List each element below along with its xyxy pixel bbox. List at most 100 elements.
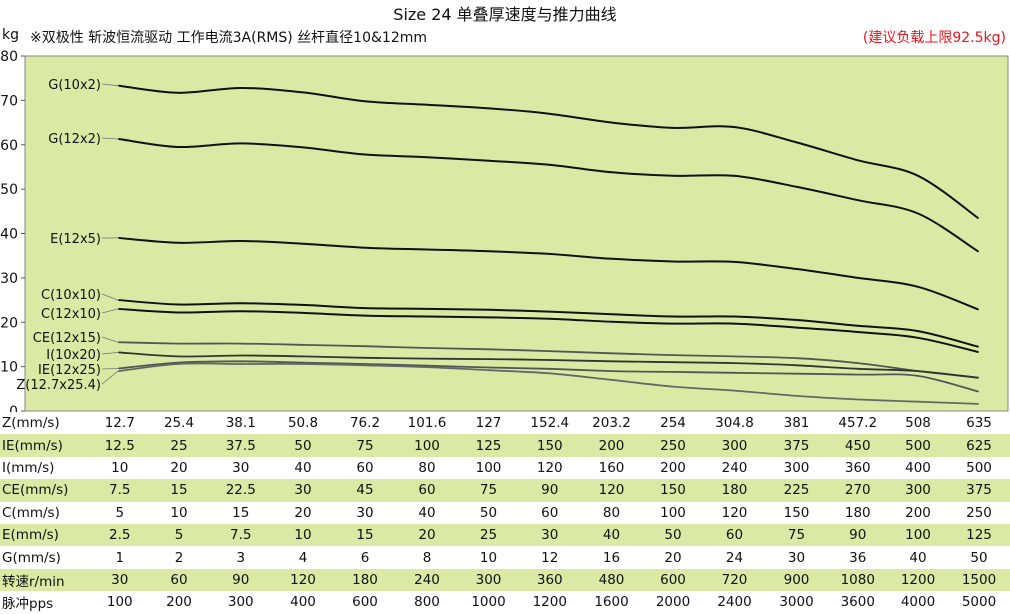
series-point — [796, 395, 798, 397]
series-point — [611, 352, 613, 355]
series-point — [611, 313, 613, 316]
series-point — [672, 127, 674, 129]
series-point — [857, 362, 859, 364]
series-point — [796, 372, 798, 375]
table-cell: 90 — [209, 568, 272, 592]
series-point — [488, 366, 490, 369]
table-cell: 720 — [703, 568, 766, 592]
table-cell: 50 — [272, 434, 334, 457]
series-label: IE(12x25) — [38, 363, 101, 378]
series-point — [302, 361, 304, 364]
table-cell: 300 — [227, 594, 254, 611]
table-cell: 7.5 — [209, 523, 272, 547]
series-point — [796, 268, 798, 270]
table-cell: 101.6 — [407, 415, 447, 432]
table-cell: 360 — [844, 459, 871, 476]
series-point — [611, 257, 613, 260]
series-point — [611, 379, 613, 381]
series-point — [611, 360, 613, 363]
table-cell: 240 — [721, 459, 748, 476]
plot-area — [24, 55, 1009, 412]
table-cell: 500 — [888, 434, 948, 457]
y-tick-label: 70 — [0, 93, 18, 109]
y-tick-label: 50 — [0, 182, 18, 198]
table-cell: 75 — [458, 479, 519, 502]
table-cell: 40 — [909, 549, 927, 566]
table-cell: 12.5 — [91, 434, 149, 457]
table-cell: 25.4 — [163, 415, 195, 432]
load-limit-note: (建议负载上限92.5kg) — [862, 30, 1006, 46]
table-cell: 375 — [765, 434, 828, 457]
y-axis-unit: kg — [2, 27, 19, 43]
series-point — [977, 308, 979, 311]
row-label: E(mm/s) — [0, 523, 91, 547]
series-point — [733, 174, 735, 177]
table-cell: 254 — [660, 415, 686, 432]
table-cell: 360 — [519, 568, 581, 592]
table-cell: 25 — [458, 523, 519, 547]
table-cell: 200 — [660, 459, 686, 476]
series-point — [977, 403, 979, 405]
series-point — [302, 312, 304, 314]
series-point — [302, 146, 304, 149]
table-cell: 30 — [272, 479, 334, 502]
table-cell: 50 — [479, 504, 498, 521]
series-point — [733, 389, 735, 392]
thrust-speed-chart: 0 10 20 30 40 50 60 70 80 G(10x2) G(12x2) E(12x5) C(… — [0, 49, 1009, 412]
table-cell: 15 — [148, 479, 210, 502]
y-tick-label: 60 — [0, 138, 18, 154]
series-point — [857, 367, 859, 370]
table-cell: 37.5 — [209, 434, 272, 457]
series-point — [240, 87, 242, 89]
series-point — [672, 322, 674, 325]
series-point — [548, 163, 550, 166]
series-point — [302, 304, 304, 306]
series-point — [426, 308, 428, 310]
series-point — [548, 372, 550, 375]
series-leader-line — [101, 308, 119, 314]
series-point — [177, 342, 179, 345]
table-cell: 40 — [418, 504, 436, 521]
table-cell: 2 — [174, 549, 184, 566]
series-point — [118, 299, 120, 301]
table-cell: 20 — [664, 549, 682, 566]
series-point — [364, 364, 366, 367]
table-cell: 30 — [232, 459, 250, 476]
table-cell: 2.5 — [91, 523, 149, 547]
series-point — [177, 303, 179, 306]
y-tick-label: 30 — [0, 271, 18, 287]
table-cell: 120 — [721, 504, 748, 521]
series-point — [488, 250, 490, 253]
series-point — [488, 107, 490, 110]
series-point — [426, 364, 428, 367]
table-cell: 300 — [703, 434, 766, 457]
table-cell: 45 — [334, 479, 396, 502]
series-leader-line — [101, 293, 119, 301]
series-point — [733, 371, 735, 374]
series-point — [177, 311, 179, 314]
table-cell: 120 — [536, 459, 563, 476]
table-cell: 800 — [414, 594, 440, 611]
series-point — [672, 371, 674, 373]
table-cell: 5000 — [961, 594, 997, 611]
series-point — [796, 319, 798, 321]
series-point — [857, 277, 859, 279]
series-point — [118, 341, 120, 344]
row-label: 脉冲pps — [2, 596, 54, 613]
series-leader-line — [101, 137, 119, 140]
table-cell: 50 — [970, 549, 988, 566]
table-cell: 3 — [236, 549, 246, 566]
table-cell: 250 — [966, 504, 992, 521]
series-point — [426, 315, 428, 318]
table-cell: 600 — [642, 568, 704, 592]
series-point — [426, 357, 428, 360]
row-label: G(mm/s) — [2, 549, 61, 566]
table-cell: 270 — [827, 479, 888, 502]
series-point — [548, 112, 550, 115]
table-row: 脉冲pps 100 200 300 400 600 800 1000 1200 1600 2000 2… — [0, 591, 1010, 613]
series-point — [177, 91, 179, 94]
series-point — [426, 156, 428, 159]
series-point — [857, 199, 859, 202]
table-cell: 203.2 — [592, 415, 631, 432]
series-point — [364, 356, 366, 359]
